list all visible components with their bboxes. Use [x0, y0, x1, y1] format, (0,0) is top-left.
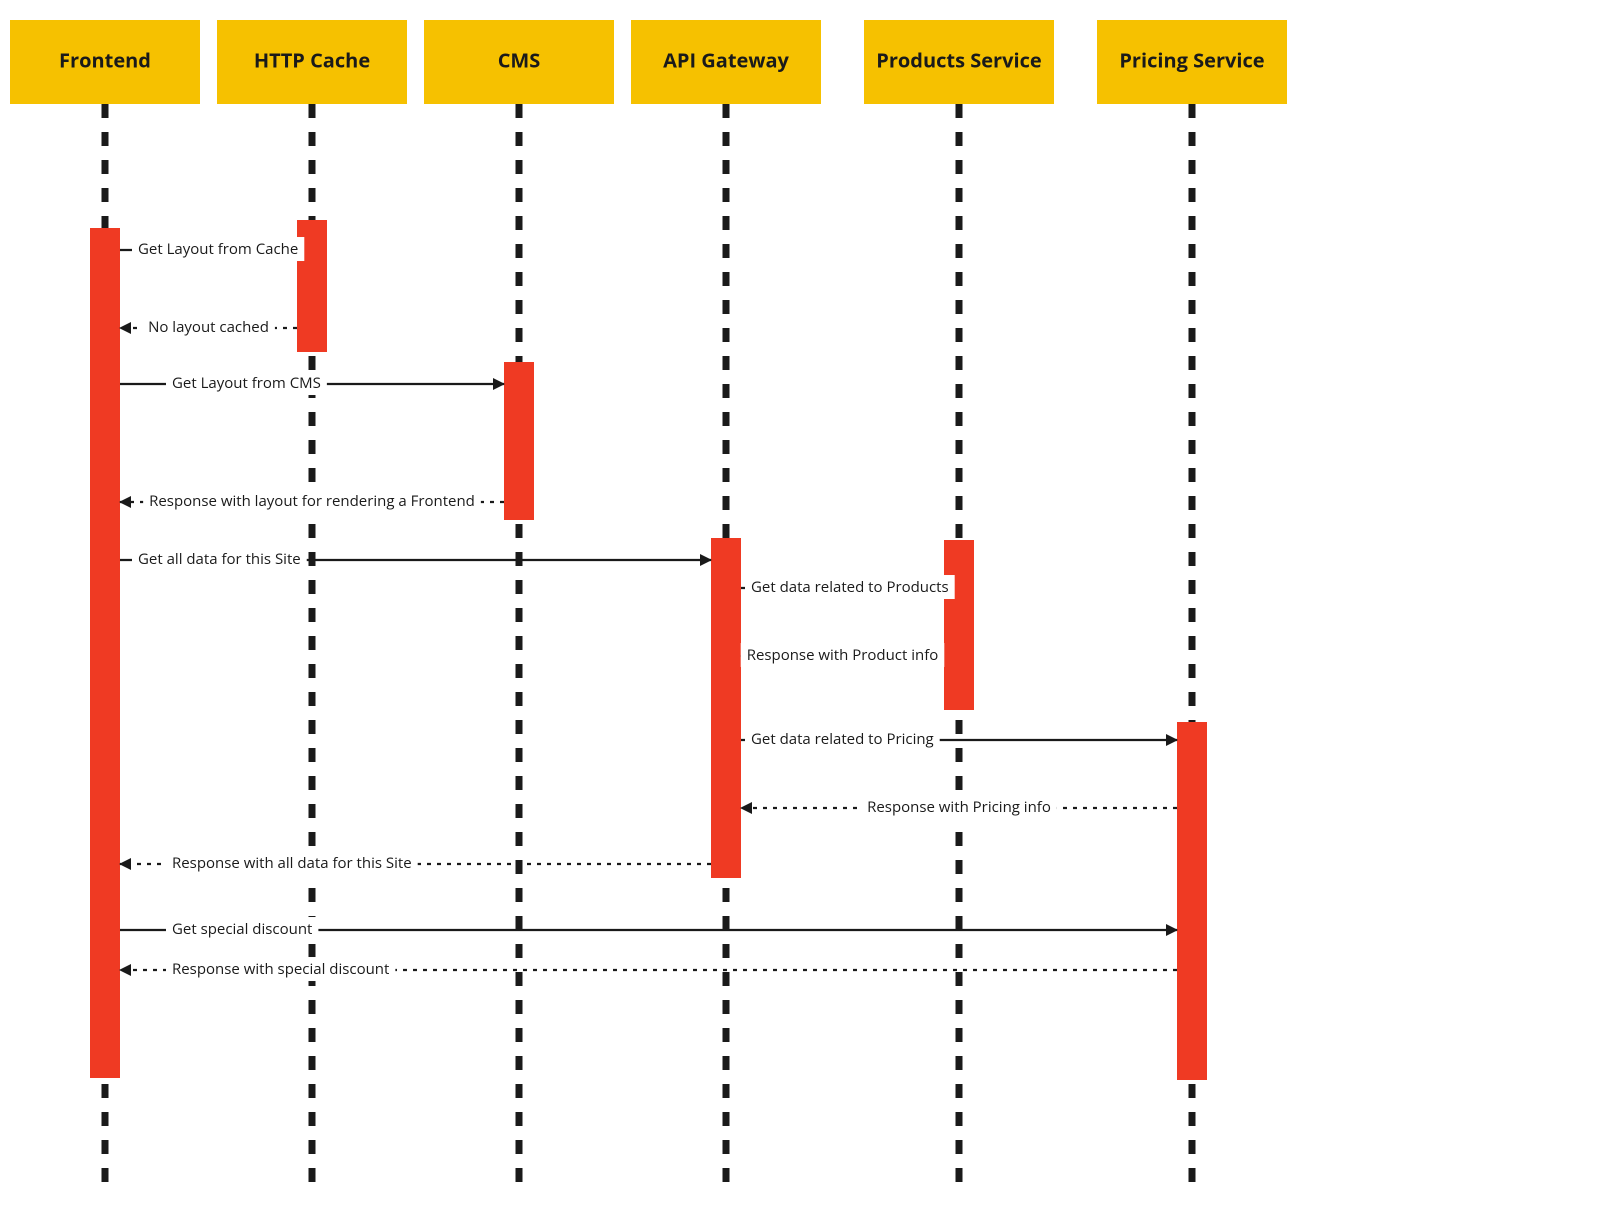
- activation-bar: [90, 228, 120, 1078]
- participant-label: Pricing Service: [1119, 46, 1264, 73]
- activation-bar: [1177, 722, 1207, 1080]
- activation-bar: [944, 540, 974, 710]
- activation-bar: [504, 362, 534, 520]
- message-label: Get all data for this Site: [138, 549, 301, 569]
- message-label: Response with layout for rendering a Fro…: [149, 491, 475, 511]
- message-label: Get Layout from Cache: [138, 239, 298, 259]
- sequence-diagram: Get Layout from Cache No layout cached Get…: [0, 0, 1600, 1208]
- participant-label: HTTP Cache: [254, 46, 370, 73]
- activation-bar: [711, 538, 741, 878]
- message-label: Response with all data for this Site: [172, 853, 412, 873]
- participant-label: Products Service: [876, 46, 1041, 73]
- participant-label: Frontend: [59, 46, 151, 73]
- participant-label: API Gateway: [663, 46, 789, 73]
- message-label: Get data related to Products: [751, 577, 949, 597]
- participant-label: CMS: [498, 46, 541, 73]
- message-label: Response with Product info: [747, 645, 939, 665]
- message-label: Get special discount: [172, 919, 312, 939]
- message-label: Get data related to Pricing: [751, 729, 934, 749]
- message-label: Response with special discount: [172, 959, 389, 979]
- message-label: No layout cached: [148, 317, 269, 337]
- message-label: Get Layout from CMS: [172, 373, 321, 393]
- message-label: Response with Pricing info: [867, 797, 1051, 817]
